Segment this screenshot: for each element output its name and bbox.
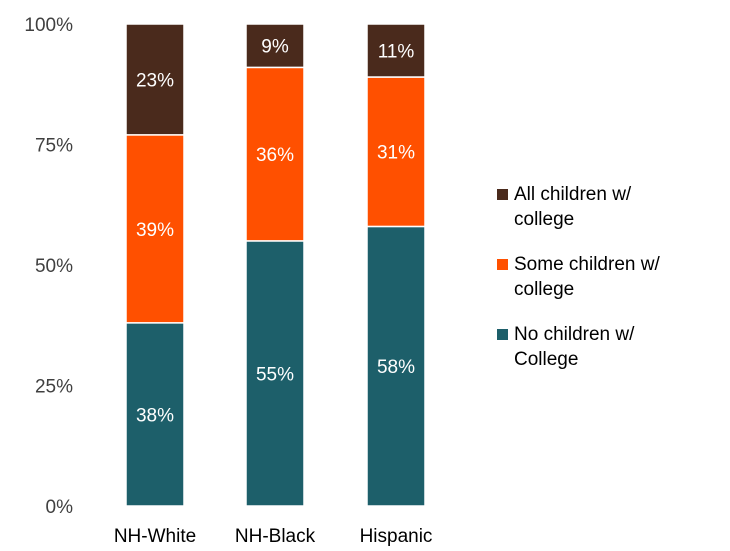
data-label: 58%: [377, 357, 415, 378]
data-label: 9%: [261, 37, 289, 58]
bar-segment: [245, 66, 305, 242]
bars: [125, 23, 426, 507]
data-label: 36%: [256, 145, 294, 166]
bar-segment: [366, 225, 426, 507]
category-label: NH-White: [114, 526, 196, 547]
data-label: 38%: [136, 405, 174, 426]
data-label: 23%: [136, 70, 174, 91]
data-label: 39%: [136, 220, 174, 241]
legend-swatch: [497, 259, 508, 270]
legend-item: Some children w/ college: [497, 252, 727, 302]
data-labels: 38% 39% 23% 55% 36% 9% 58% 31% 11%: [136, 37, 415, 427]
bar-segment: [125, 23, 185, 136]
bar-segment: [125, 322, 185, 507]
data-label: 11%: [378, 42, 415, 63]
y-tick-label: 0%: [46, 497, 74, 518]
legend-label: No children w/ College: [514, 324, 635, 370]
legend-item: No children w/ College: [497, 322, 727, 372]
legend-swatch: [497, 329, 508, 340]
data-label: 31%: [377, 143, 415, 164]
legend-item: All children w/ college: [497, 182, 727, 232]
legend-label: Some children w/ college: [514, 254, 660, 300]
bar-segment: [245, 23, 305, 69]
y-axis: 0% 25% 50% 75% 100%: [24, 15, 73, 518]
x-axis: NH-White NH-Black Hispanic: [114, 526, 433, 547]
data-label: 55%: [256, 364, 294, 385]
bar-segment: [366, 23, 426, 78]
bar-segment: [366, 76, 426, 228]
legend-swatch: [497, 189, 508, 200]
category-label: NH-Black: [235, 526, 316, 547]
y-tick-label: 50%: [35, 256, 73, 277]
bar-segment: [245, 240, 305, 507]
y-tick-label: 25%: [35, 377, 73, 398]
y-tick-label: 100%: [24, 15, 73, 36]
legend: All children w/ college Some children w/ …: [497, 182, 727, 392]
legend-label: All children w/ college: [514, 184, 632, 230]
category-label: Hispanic: [360, 526, 433, 547]
y-tick-label: 75%: [35, 136, 73, 157]
